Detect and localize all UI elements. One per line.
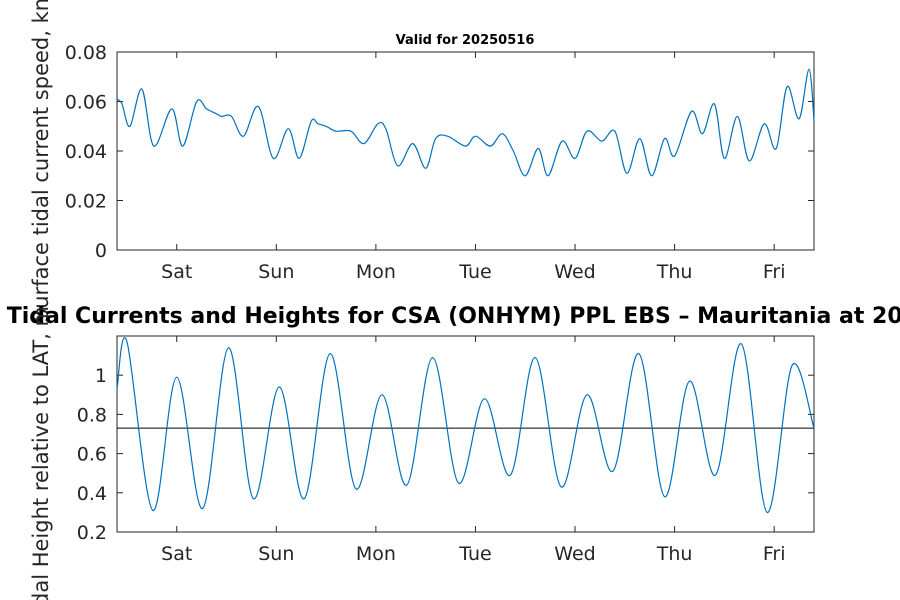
current-chart-title: Valid for 20250516	[396, 33, 535, 48]
current-y-tick-label: 0.02	[65, 191, 107, 213]
height-axes-box	[116, 335, 815, 533]
height-y-tick-label: 0.2	[77, 522, 107, 544]
height-x-tick-label: Fri	[763, 543, 786, 565]
current-axes-box	[116, 51, 815, 251]
current-speed-line	[116, 68, 815, 177]
height-x-tick-label: Tue	[458, 543, 491, 565]
current-y-tick-label: 0	[95, 240, 107, 262]
current-x-tick-label: Sun	[258, 261, 294, 283]
current-x-tick-label: Tue	[458, 261, 491, 283]
height-x-tick-label: Thu	[656, 543, 693, 565]
height-y-axis-label: Tidal Height relative to LAT, m	[29, 306, 53, 600]
current-x-tick-label: Sat	[161, 261, 192, 283]
height-x-tick-label: Sun	[258, 543, 294, 565]
height-y-tick-label: 0.8	[77, 404, 107, 426]
height-x-tick-label: Sat	[161, 543, 192, 565]
height-y-tick-label: 0.6	[77, 444, 107, 466]
current-speed-chart: 00.020.040.060.08 Sat Sun Mon Tue Wed Thu Fri …	[29, 0, 815, 322]
height-x-ticks: Sat Sun Mon Tue Wed Thu Fri	[161, 336, 785, 565]
current-x-tick-label: Wed	[554, 261, 595, 283]
tidal-height-chart: 0.2 0.4 0.6 0.8 1 Sat Sun Mon Tue Wed Thu Fri Tida…	[7, 304, 900, 600]
tidal-height-line	[116, 337, 815, 514]
current-x-tick-label: Thu	[656, 261, 693, 283]
current-x-tick-label: Mon	[356, 261, 396, 283]
current-x-tick-label: Fri	[763, 261, 786, 283]
current-y-tick-label: 0.04	[65, 141, 107, 163]
height-y-tick-label: 0.4	[77, 483, 107, 505]
height-x-tick-label: Mon	[356, 543, 396, 565]
current-y-tick-label: 0.06	[65, 92, 107, 114]
current-x-ticks: Sat Sun Mon Tue Wed Thu Fri	[161, 52, 785, 283]
height-y-ticks: 0.2 0.4 0.6 0.8 1	[77, 365, 814, 544]
current-y-tick-label: 0.08	[65, 42, 107, 64]
height-x-tick-label: Wed	[554, 543, 595, 565]
main-figure-title: Tidal Currents and Heights for CSA (ONHY…	[7, 304, 900, 329]
current-y-ticks: 0 0.02 0.04 0.06 0.08	[65, 42, 814, 262]
current-y-axis-label: Surface tidal current speed, kn	[29, 0, 53, 322]
height-y-tick-label: 1	[95, 365, 107, 387]
